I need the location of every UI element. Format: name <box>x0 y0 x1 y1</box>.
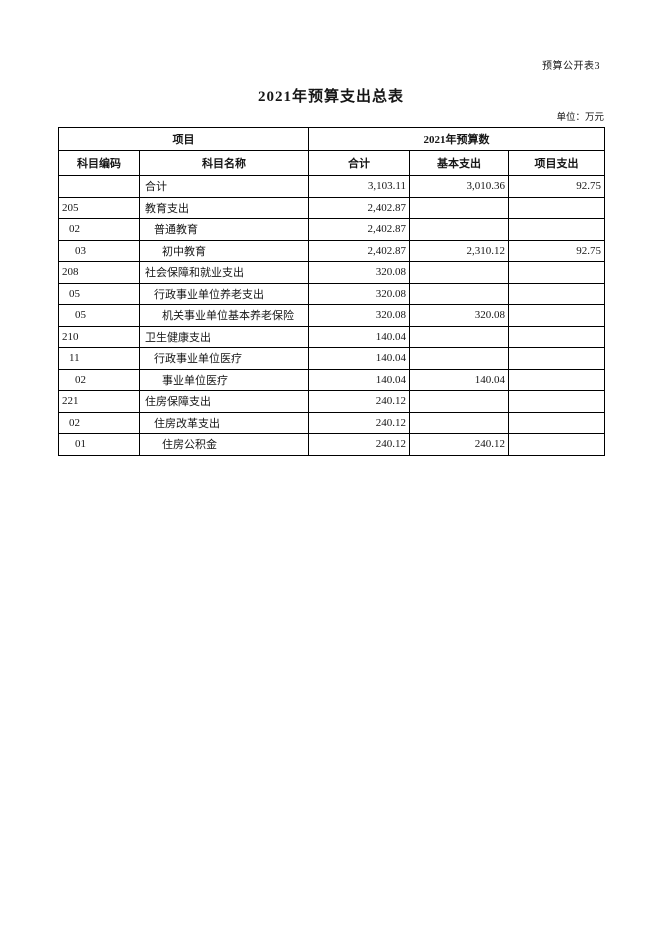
table-header: 项目 2021年预算数 科目编码 科目名称 合计 基本支出 项目支出 <box>58 127 606 176</box>
basic-expense-cell: 240.12 <box>409 433 509 456</box>
total-cell: 240.12 <box>308 390 410 413</box>
col-header-subject-code: 科目编码 <box>58 150 140 176</box>
basic-expense-cell <box>409 411 509 434</box>
basic-expense-cell: 320.08 <box>409 304 509 327</box>
header-group-budget: 2021年预算数 <box>307 127 606 151</box>
project-expense-cell <box>507 368 606 391</box>
subject-name-cell: 机关事业单位基本养老保险 <box>139 304 309 327</box>
table-row: 210 卫生健康支出 140.04 <box>58 325 606 348</box>
subject-name-cell: 初中教育 <box>139 239 309 262</box>
table-row: 05 行政事业单位养老支出 320.08 <box>58 282 606 305</box>
subject-code-cell: 205 <box>58 196 140 219</box>
subject-name-cell: 行政事业单位养老支出 <box>139 282 309 305</box>
subject-code-cell: 11 <box>58 347 140 370</box>
basic-expense-cell: 2,310.12 <box>409 239 509 262</box>
subject-name-cell: 普通教育 <box>139 218 309 241</box>
basic-expense-cell <box>409 196 509 219</box>
total-cell: 3,103.11 <box>308 175 410 198</box>
project-expense-cell <box>507 325 606 348</box>
subject-name-cell: 住房改革支出 <box>139 411 309 434</box>
total-cell: 140.04 <box>308 347 410 370</box>
project-expense-cell <box>507 390 606 413</box>
table-row: 208 社会保障和就业支出 320.08 <box>58 261 606 284</box>
page-title: 2021年预算支出总表 <box>257 89 404 105</box>
col-header-total: 合计 <box>308 150 410 176</box>
total-cell: 2,402.87 <box>308 239 410 262</box>
subject-code-cell <box>58 175 140 198</box>
basic-expense-cell <box>409 261 509 284</box>
total-cell: 320.08 <box>308 282 410 305</box>
project-expense-cell <box>507 261 606 284</box>
project-expense-cell <box>507 411 606 434</box>
basic-expense-cell: 3,010.36 <box>409 175 509 198</box>
doc-label: 预算公开表3 <box>542 61 600 72</box>
basic-expense-cell: 140.04 <box>409 368 509 391</box>
basic-expense-cell <box>409 325 509 348</box>
subject-code-cell: 05 <box>58 282 140 305</box>
project-expense-cell <box>507 433 606 456</box>
table-row: 合计 3,103.11 3,010.36 92.75 <box>58 175 606 198</box>
header-columns-row: 科目编码 科目名称 合计 基本支出 项目支出 <box>58 150 606 176</box>
basic-expense-cell <box>409 218 509 241</box>
total-cell: 140.04 <box>308 325 410 348</box>
basic-expense-cell <box>409 390 509 413</box>
total-cell: 2,402.87 <box>308 218 410 241</box>
project-expense-cell <box>507 196 606 219</box>
budget-table: 项目 2021年预算数 科目编码 科目名称 合计 基本支出 项目支出 合计 3,1… <box>58 127 606 456</box>
project-expense-cell: 92.75 <box>507 239 606 262</box>
project-expense-cell: 92.75 <box>507 175 606 198</box>
subject-code-cell: 208 <box>58 261 140 284</box>
project-expense-cell <box>507 347 606 370</box>
subject-code-cell: 05 <box>58 304 140 327</box>
unit-note: 单位：万元 <box>556 113 604 123</box>
subject-name-cell: 事业单位医疗 <box>139 368 309 391</box>
subject-code-cell: 02 <box>58 218 140 241</box>
total-cell: 320.08 <box>308 304 410 327</box>
subject-name-cell: 住房保障支出 <box>139 390 309 413</box>
total-cell: 240.12 <box>308 411 410 434</box>
table-body: 合计 3,103.11 3,010.36 92.75 205 教育支出 2,402.87 02… <box>58 175 606 456</box>
subject-code-cell: 02 <box>58 411 140 434</box>
subject-name-cell: 教育支出 <box>139 196 309 219</box>
table-row: 02 住房改革支出 240.12 <box>58 411 606 434</box>
col-header-basic-expense: 基本支出 <box>409 150 509 176</box>
project-expense-cell <box>507 218 606 241</box>
table-row: 02 普通教育 2,402.87 <box>58 218 606 241</box>
table-row: 11 行政事业单位医疗 140.04 <box>58 347 606 370</box>
subject-code-cell: 03 <box>58 239 140 262</box>
table-row: 205 教育支出 2,402.87 <box>58 196 606 219</box>
total-cell: 240.12 <box>308 433 410 456</box>
total-cell: 2,402.87 <box>308 196 410 219</box>
total-cell: 320.08 <box>308 261 410 284</box>
subject-code-cell: 210 <box>58 325 140 348</box>
subject-name-cell: 行政事业单位医疗 <box>139 347 309 370</box>
subject-name-cell: 卫生健康支出 <box>139 325 309 348</box>
subject-code-cell: 221 <box>58 390 140 413</box>
table-row: 01 住房公积金 240.12 240.12 <box>58 433 606 456</box>
subject-code-cell: 01 <box>58 433 140 456</box>
subject-name-cell: 社会保障和就业支出 <box>139 261 309 284</box>
col-header-subject-name: 科目名称 <box>139 150 309 176</box>
table-row: 05 机关事业单位基本养老保险 320.08 320.08 <box>58 304 606 327</box>
table-row: 221 住房保障支出 240.12 <box>58 390 606 413</box>
subject-name-cell: 住房公积金 <box>139 433 309 456</box>
basic-expense-cell <box>409 282 509 305</box>
subject-name-cell: 合计 <box>139 175 309 198</box>
subject-code-cell: 02 <box>58 368 140 391</box>
col-header-project-expense: 项目支出 <box>507 150 606 176</box>
table-row: 02 事业单位医疗 140.04 140.04 <box>58 368 606 391</box>
total-cell: 140.04 <box>308 368 410 391</box>
basic-expense-cell <box>409 347 509 370</box>
table-row: 03 初中教育 2,402.87 2,310.12 92.75 <box>58 239 606 262</box>
header-group-row: 项目 2021年预算数 <box>58 127 606 151</box>
project-expense-cell <box>507 304 606 327</box>
header-group-project: 项目 <box>58 127 309 151</box>
project-expense-cell <box>507 282 606 305</box>
